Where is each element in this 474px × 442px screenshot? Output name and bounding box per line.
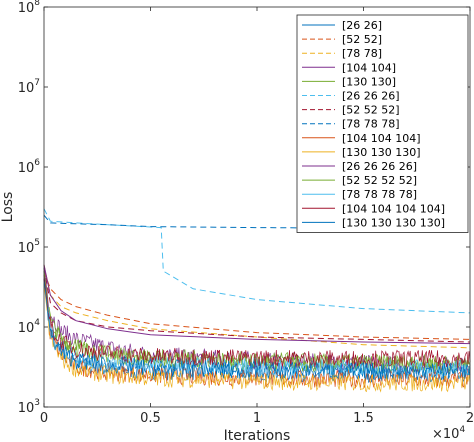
legend-entry: [26 26] — [342, 19, 382, 32]
legend-box — [296, 14, 469, 233]
x-axis: 0 0.5 1 1.5 2 — [40, 7, 474, 426]
y-tick-base: 10 — [18, 161, 35, 176]
y-tick-base: 10 — [18, 241, 35, 256]
series-line — [43, 278, 471, 381]
y-tick-exp: 4 — [34, 318, 40, 328]
legend-entry: [130 130] — [342, 75, 396, 88]
y-tick-label: 103 — [18, 398, 40, 416]
y-tick-base: 10 — [18, 81, 35, 96]
legend-entry: [104 104 104 104] — [342, 202, 445, 215]
legend-entry: [52 52 52] — [342, 104, 400, 117]
y-tick-label: 106 — [18, 158, 41, 176]
y-tick-label: 108 — [18, 0, 41, 16]
series-line — [43, 208, 471, 314]
legend-entry: [26 26 26 26] — [342, 160, 417, 173]
x-tick-label: 1.5 — [353, 411, 374, 426]
legend-entry: [78 78] — [342, 47, 382, 60]
legend-entry: [104 104 104] — [342, 132, 421, 145]
y-tick-label: 107 — [18, 78, 40, 96]
y-tick-exp: 3 — [34, 398, 40, 408]
x-multiplier-exp: 4 — [459, 425, 465, 435]
y-tick-base: 10 — [18, 1, 35, 16]
y-tick-exp: 8 — [34, 0, 40, 8]
series-layer — [43, 208, 471, 393]
x-tick-label: 0 — [40, 411, 48, 426]
series-line — [43, 264, 471, 345]
series-line — [43, 264, 471, 349]
series-line — [43, 267, 471, 343]
legend-entry: [130 130 130 130] — [342, 216, 445, 229]
legend-entry: [52 52] — [342, 33, 382, 46]
legend-entry: [52 52 52 52] — [342, 174, 417, 187]
legend-entry: [130 130 130] — [342, 146, 421, 159]
x-tick-label: 2 — [466, 411, 474, 426]
y-tick-label: 104 — [18, 318, 41, 336]
x-axis-label: Iterations — [224, 428, 291, 442]
x-tick-label: 1 — [253, 411, 261, 426]
y-tick-exp: 6 — [34, 158, 40, 168]
y-axis-label: Loss — [0, 192, 16, 223]
y-tick-base: 10 — [18, 321, 35, 336]
legend-entry: [78 78 78 78] — [342, 188, 417, 201]
x-tick-label: 0.5 — [140, 411, 161, 426]
y-tick-exp: 7 — [34, 78, 40, 88]
legend-entry: [26 26 26] — [342, 90, 400, 103]
series-line — [43, 274, 471, 369]
x-multiplier-base: ×10 — [432, 427, 459, 442]
series-line — [43, 270, 471, 340]
y-tick-base: 10 — [18, 401, 35, 416]
x-multiplier: ×104 — [432, 425, 465, 442]
legend-entry: [104 104] — [342, 61, 396, 74]
y-tick-label: 105 — [18, 238, 40, 256]
y-tick-exp: 5 — [34, 238, 40, 248]
legend-entry: [78 78 78] — [342, 118, 400, 131]
legend: [26 26][52 52][78 78][104 104][130 130] [… — [296, 14, 469, 233]
